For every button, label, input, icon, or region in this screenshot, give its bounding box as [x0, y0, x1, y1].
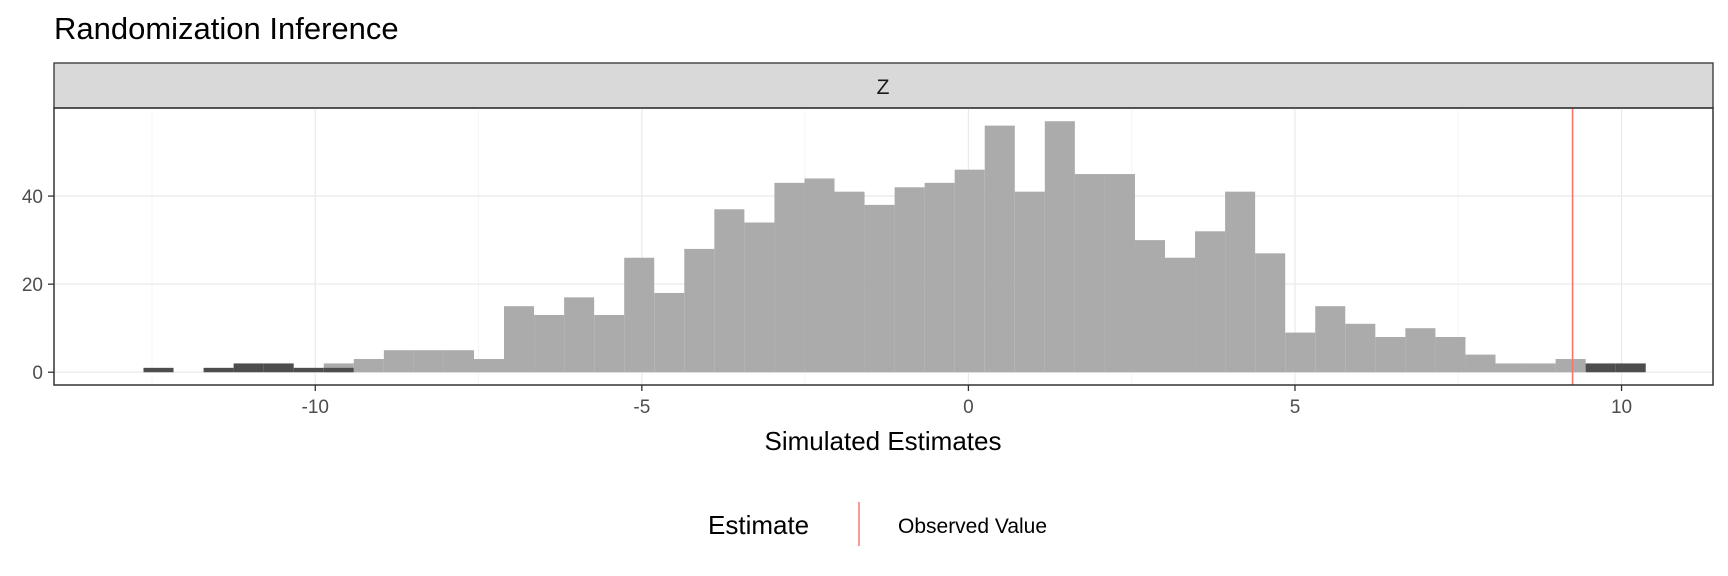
- histogram-bar: [1255, 253, 1286, 373]
- histogram-bar-extreme: [143, 367, 174, 373]
- histogram-bar: [864, 204, 895, 373]
- legend-label: Observed Value: [898, 515, 1047, 538]
- x-axis: -10 -5 0 5 10: [302, 385, 1632, 418]
- x-axis-title: Simulated Estimates: [765, 426, 1002, 456]
- histogram-bar: [323, 363, 354, 373]
- histogram-bar: [954, 169, 985, 373]
- histogram-bar: [1014, 191, 1045, 373]
- panel-border: [53, 107, 1714, 386]
- histogram-bar: [744, 222, 775, 373]
- plot-panel: [53, 107, 1714, 386]
- chart-title: Randomization Inference: [54, 11, 399, 46]
- histogram-bar: [684, 248, 715, 373]
- histogram-bar: [1285, 332, 1316, 373]
- histogram-bar: [1104, 174, 1135, 373]
- x-tick-label: 10: [1611, 397, 1632, 418]
- histogram-bar: [1074, 174, 1105, 373]
- histogram-bar: [353, 359, 384, 373]
- histogram-bar: [534, 314, 565, 373]
- histogram-bar: [383, 350, 414, 373]
- histogram-bar: [1315, 306, 1346, 373]
- histogram-bar-extreme: [1615, 363, 1646, 373]
- histogram-bar: [1555, 359, 1586, 373]
- histogram-bar-extreme: [203, 367, 234, 373]
- histogram-bar-extreme: [233, 363, 264, 373]
- histogram-bar: [1375, 336, 1406, 373]
- histogram-bar-extreme: [323, 367, 354, 373]
- legend: Estimate Observed Value: [708, 502, 1047, 546]
- histogram-bar: [1495, 363, 1526, 373]
- histogram-bar: [413, 350, 444, 373]
- histogram-bar: [1134, 240, 1166, 373]
- histogram-bar: [1044, 121, 1075, 373]
- histogram-bar-extreme: [263, 363, 294, 373]
- x-tick-label: 5: [1290, 397, 1301, 418]
- y-tick-label: 0: [32, 363, 43, 384]
- x-tick-label: 0: [963, 397, 974, 418]
- histogram-bar: [1405, 328, 1436, 373]
- histogram-bar: [1345, 323, 1376, 373]
- histogram-bar: [624, 257, 655, 373]
- histogram-bar: [1195, 231, 1226, 373]
- histogram-bar: [654, 292, 685, 373]
- histogram-bar: [774, 182, 805, 373]
- y-axis: 0 20 40: [22, 187, 54, 384]
- facet-strip: [53, 62, 1714, 109]
- histogram-bar: [834, 191, 865, 373]
- histogram-bar: [1165, 257, 1196, 373]
- histogram-bar: [714, 209, 745, 373]
- histogram-bar: [564, 297, 595, 373]
- histogram-bar: [1525, 363, 1556, 373]
- histogram-bar: [504, 306, 535, 373]
- histogram-bar-extreme: [1585, 363, 1616, 373]
- histogram-bar: [894, 187, 925, 373]
- y-tick-label: 20: [22, 275, 43, 296]
- facet-label: Z: [877, 76, 890, 99]
- x-tick-label: -5: [633, 397, 650, 418]
- y-tick-label: 40: [22, 187, 43, 208]
- legend-title: Estimate: [708, 510, 809, 540]
- histogram-bars: [143, 121, 1646, 373]
- histogram-bar: [443, 350, 474, 373]
- histogram-bar: [1225, 191, 1256, 373]
- histogram-bar: [1465, 354, 1496, 373]
- histogram-bar: [984, 125, 1015, 373]
- histogram-bar: [804, 178, 835, 373]
- histogram-bar: [1435, 336, 1466, 373]
- histogram-bar: [473, 359, 505, 373]
- histogram-bar: [594, 314, 625, 373]
- x-tick-label: -10: [302, 397, 329, 418]
- histogram-bar-extreme: [293, 367, 324, 373]
- histogram-bar: [924, 182, 955, 373]
